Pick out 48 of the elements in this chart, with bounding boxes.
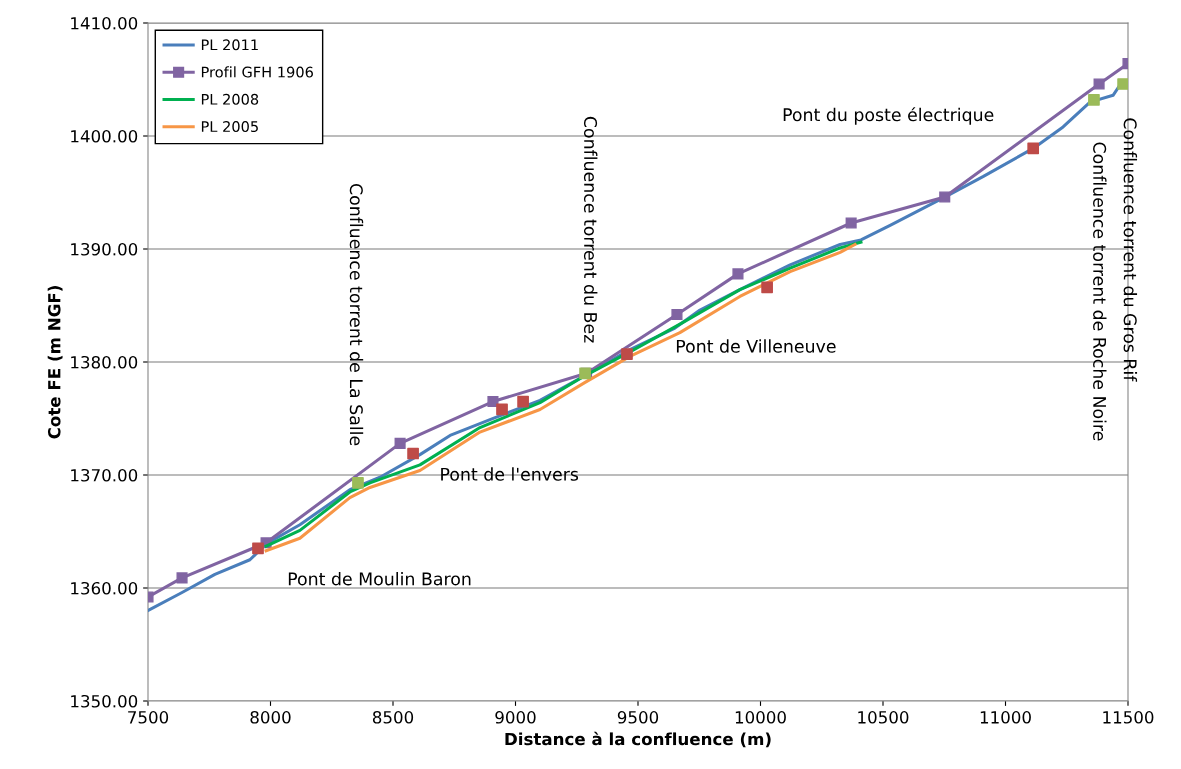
point: [1088, 93, 1100, 106]
point: [1093, 78, 1105, 90]
annotation: Confluence torrent de La Salle: [349, 183, 364, 446]
annotation: Pont du poste électrique: [783, 107, 994, 125]
annotation: Pont de l'envers: [441, 467, 579, 481]
x-tick-label: 11500: [1103, 711, 1154, 724]
point: [761, 281, 773, 294]
x-tick-label: 10000: [735, 711, 786, 724]
legend-label: Profil GFH 1906: [201, 66, 313, 78]
legend-label: PL 2005: [201, 121, 258, 133]
point: [496, 403, 508, 416]
x-tick-label: 11000: [980, 711, 1031, 724]
x-tick-label: 9000: [495, 711, 536, 724]
annotation: Pont de Villeneuve: [676, 339, 836, 353]
point: [487, 395, 499, 408]
point: [407, 447, 419, 460]
point: [1117, 78, 1128, 90]
point: [845, 217, 857, 229]
point: [394, 437, 406, 449]
point: [939, 191, 951, 203]
point: [517, 395, 529, 408]
point: [732, 268, 744, 280]
x-tick-label: 10500: [858, 711, 909, 724]
x-tick-label: 8000: [250, 711, 291, 724]
y-tick-label: 1380.00: [71, 355, 138, 369]
annotation: Confluence torrent de Roche Noire: [1093, 142, 1107, 441]
annotation: Confluence torrent du Gros Rif: [1123, 118, 1138, 382]
legend-label: PL 2011: [201, 39, 258, 51]
point: [252, 542, 264, 555]
x-tick-label: 8500: [372, 711, 414, 724]
point: [1027, 142, 1040, 155]
point: [621, 348, 633, 360]
point: [352, 477, 364, 489]
annotation: Pont de Moulin Baron: [288, 571, 471, 586]
y-tick-label: 1370.00: [71, 468, 138, 482]
y-tick-label: 1390.00: [71, 242, 138, 256]
point: [176, 572, 188, 584]
legend-label: PL 2008: [201, 93, 259, 105]
x-tick-label: 7500: [128, 711, 169, 724]
x-axis-title: Distance à la confluence (m): [505, 731, 771, 748]
annotation: Confluence torrent du Bez: [583, 116, 598, 343]
point: [671, 308, 683, 321]
y-tick-label: 1360.00: [71, 581, 138, 595]
y-tick-label: 1400.00: [71, 129, 138, 143]
x-tick-label: 9500: [617, 711, 659, 724]
y-axis-title: Cote FE (m NGF): [47, 286, 63, 439]
y-tick-label: 1350.00: [71, 694, 138, 708]
y-tick-label: 1410.00: [71, 16, 138, 30]
